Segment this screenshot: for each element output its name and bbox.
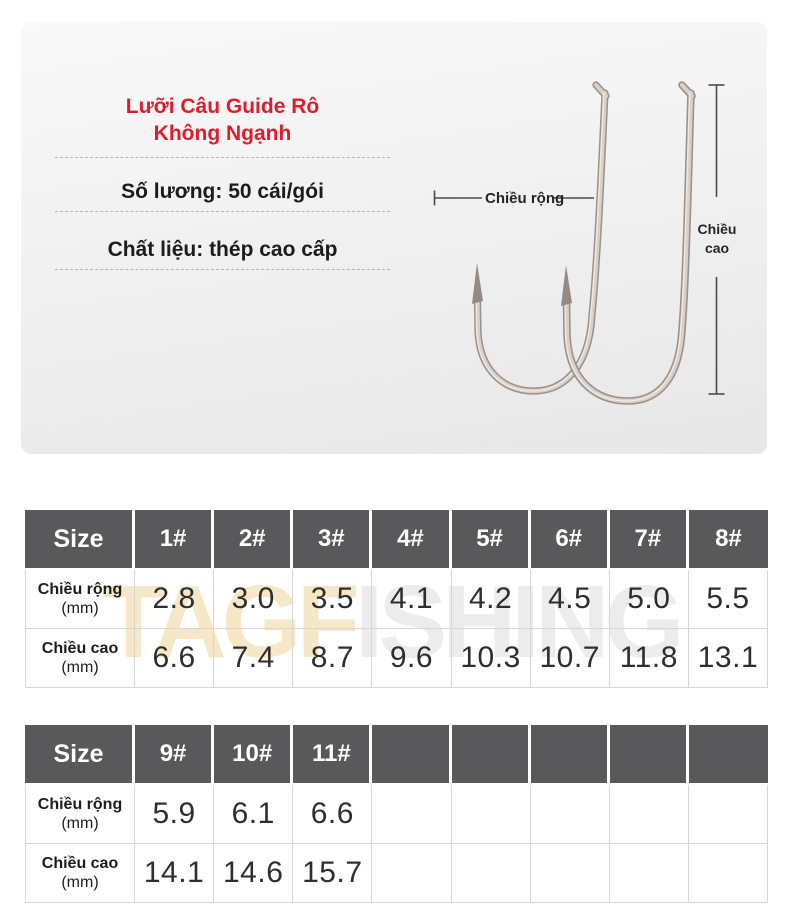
product-title-line2: Không Ngạnh	[153, 122, 292, 145]
table-cell: 3.0	[214, 570, 294, 629]
table-cell: 6.6	[293, 785, 373, 844]
table-cell	[609, 785, 689, 844]
table-cell: 7.4	[214, 629, 294, 688]
row-label-main: Chiều cao	[41, 855, 119, 872]
watermark-part2: ISHING	[354, 564, 685, 679]
table-cell: 4.5	[530, 570, 610, 629]
table-header-cell	[372, 725, 452, 785]
product-quantity: Số lương: 50 cái/gói	[121, 180, 324, 203]
row-label-unit: (mm)	[61, 815, 99, 832]
table-cell	[451, 844, 531, 903]
table-cell	[451, 785, 531, 844]
width-dimension-label: Chiều rộng	[485, 190, 565, 207]
divider-dashed	[55, 157, 390, 158]
table-cell: 3.5	[293, 570, 373, 629]
size-table-1: Size 1# 2# 3# 4# 5# 6# 7# 8# Chiều rộng …	[25, 510, 768, 688]
table-header-cell: 3#	[293, 510, 373, 570]
table-header-cell: 11#	[293, 725, 373, 785]
table-header-cell	[451, 725, 531, 785]
table-cell	[372, 785, 452, 844]
table-header-cell: Size	[25, 725, 135, 785]
table-cell: 8.7	[293, 629, 373, 688]
table-header-cell: 6#	[530, 510, 610, 570]
table-cell: 10.3	[451, 629, 531, 688]
table-row-label: Chiều cao (mm)	[25, 844, 135, 903]
table-header-cell	[530, 725, 610, 785]
row-label-unit: (mm)	[61, 874, 99, 891]
table-header-cell: 1#	[135, 510, 215, 570]
table-cell: 5.0	[609, 570, 689, 629]
table-row-label: Chiều cao (mm)	[25, 629, 135, 688]
table-cell: 6.1	[214, 785, 294, 844]
table-cell: 15.7	[293, 844, 373, 903]
table-cell: 5.5	[688, 570, 768, 629]
table-cell: 6.6	[135, 629, 215, 688]
table-header-cell: 9#	[135, 725, 215, 785]
table-cell: 2.8	[135, 570, 215, 629]
table-header-cell	[688, 725, 768, 785]
height-label-line2: cao	[704, 240, 730, 256]
table-header-cell: 5#	[451, 510, 531, 570]
table-header-cell: 8#	[688, 510, 768, 570]
table-cell: 10.7	[530, 629, 610, 688]
product-title: Lưỡi Câu Guide Rô Không Ngạnh	[55, 93, 390, 147]
table-cell: 14.1	[135, 844, 215, 903]
table-cell: 9.6	[372, 629, 452, 688]
table-header-cell: 2#	[214, 510, 294, 570]
table-cell	[688, 844, 768, 903]
brand-watermark: TAGFISHING	[102, 567, 685, 676]
table-cell: 4.1	[372, 570, 452, 629]
table-header-cell	[609, 725, 689, 785]
watermark-part1: TAGF	[102, 564, 360, 679]
row-label-unit: (mm)	[61, 600, 99, 617]
table-header-cell: Size	[25, 510, 135, 570]
table-cell	[372, 844, 452, 903]
table-row-label: Chiều rộng (mm)	[25, 785, 135, 844]
table-cell: 13.1	[688, 629, 768, 688]
row-label-main: Chiều rộng	[37, 581, 123, 598]
product-title-line1: Lưỡi Câu Guide Rô	[125, 95, 320, 118]
table-cell: 14.6	[214, 844, 294, 903]
table-header-cell: 10#	[214, 725, 294, 785]
table-header-cell: 4#	[372, 510, 452, 570]
table-cell	[530, 785, 610, 844]
table-cell: 4.2	[451, 570, 531, 629]
table-header-cell: 7#	[609, 510, 689, 570]
size-table-2: Size 9# 10# 11# Chiều rộng (mm) 5.9 6.1 …	[25, 725, 768, 903]
table-cell	[688, 785, 768, 844]
table-cell: 5.9	[135, 785, 215, 844]
divider-dashed	[55, 211, 390, 212]
table-cell	[530, 844, 610, 903]
row-label-main: Chiều cao	[41, 640, 119, 657]
row-label-main: Chiều rộng	[37, 796, 123, 813]
divider-dashed	[55, 269, 390, 270]
table-row-label: Chiều rộng (mm)	[25, 570, 135, 629]
table-cell	[609, 844, 689, 903]
product-material: Chất liệu: thép cao cấp	[107, 238, 338, 261]
height-label-line1: Chiều	[697, 221, 737, 237]
height-dimension-label: Chiều cao	[688, 220, 746, 258]
table-cell: 11.8	[609, 629, 689, 688]
row-label-unit: (mm)	[61, 659, 99, 676]
